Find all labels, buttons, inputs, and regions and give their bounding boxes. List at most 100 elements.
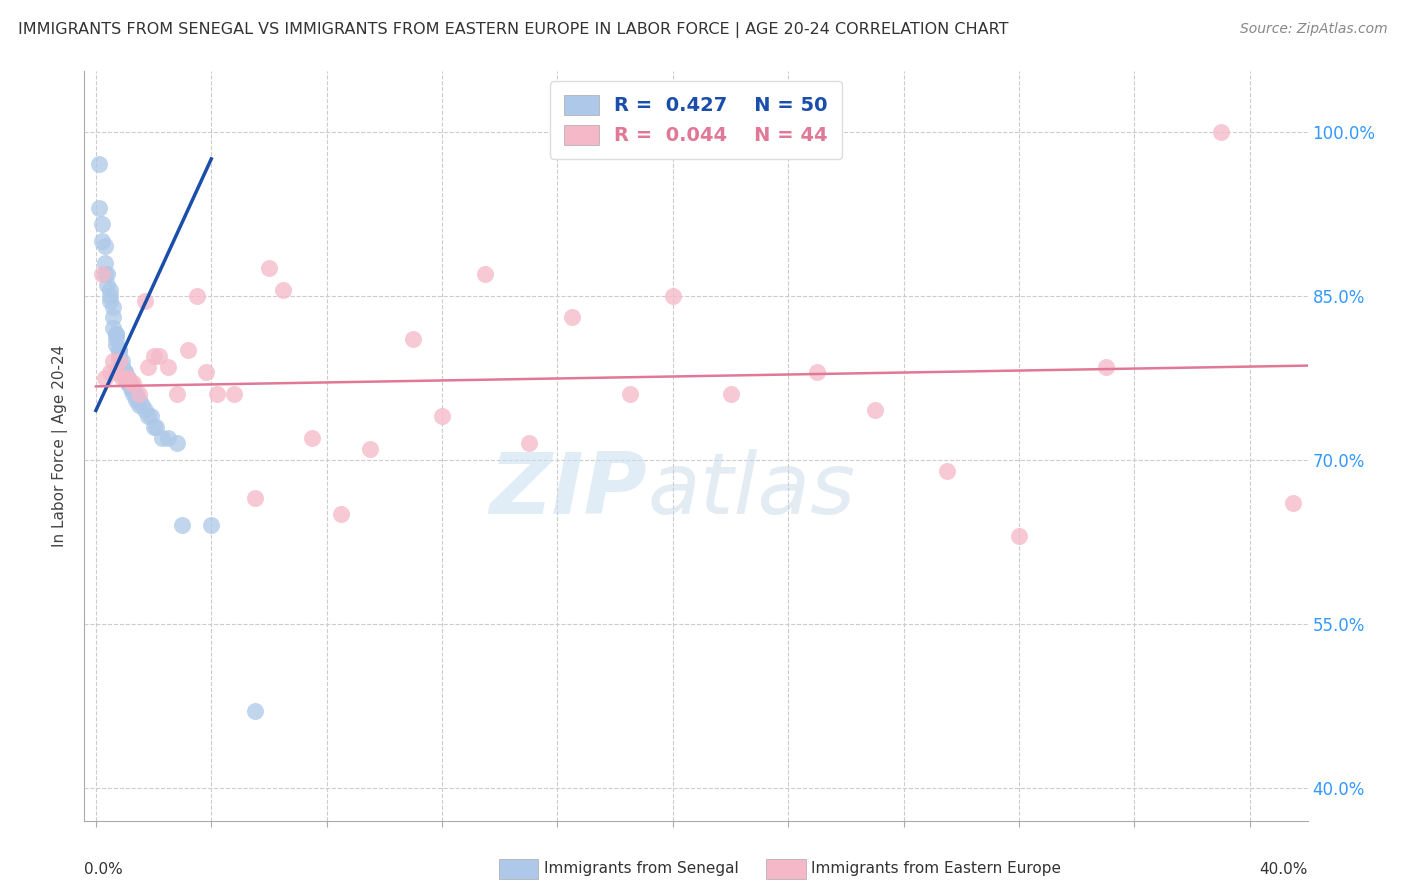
Point	[108, 343, 131, 358]
Point	[87, 157, 110, 171]
Point	[720, 387, 742, 401]
Point	[194, 365, 217, 379]
Text: IMMIGRANTS FROM SENEGAL VS IMMIGRANTS FROM EASTERN EUROPE IN LABOR FORCE | AGE 2: IMMIGRANTS FROM SENEGAL VS IMMIGRANTS FR…	[18, 22, 1008, 38]
Point	[561, 310, 583, 325]
Point	[474, 267, 496, 281]
Text: Immigrants from Eastern Europe: Immigrants from Eastern Europe	[811, 862, 1062, 876]
Point	[1094, 359, 1116, 374]
Point	[517, 436, 540, 450]
Point	[186, 288, 208, 302]
Point	[359, 442, 381, 456]
Text: ZIP: ZIP	[489, 450, 647, 533]
Point	[111, 359, 134, 374]
Point	[93, 370, 115, 384]
Point	[105, 326, 128, 341]
Point	[142, 349, 165, 363]
Point	[200, 518, 222, 533]
Point	[172, 518, 194, 533]
Point	[142, 420, 165, 434]
Point	[134, 294, 156, 309]
Point	[273, 283, 295, 297]
Y-axis label: In Labor Force | Age 20-24: In Labor Force | Age 20-24	[52, 345, 69, 547]
Point	[111, 370, 134, 384]
Point	[98, 288, 121, 302]
Point	[166, 387, 188, 401]
Point	[257, 261, 280, 276]
Point	[139, 409, 162, 423]
Point	[662, 288, 685, 302]
Point	[120, 376, 142, 390]
Point	[108, 354, 131, 368]
Point	[90, 267, 112, 281]
Point	[148, 349, 170, 363]
Text: 40.0%: 40.0%	[1260, 863, 1308, 878]
Point	[134, 403, 156, 417]
Point	[117, 376, 139, 390]
Point	[145, 420, 167, 434]
Point	[136, 409, 159, 423]
Point	[93, 267, 115, 281]
Point	[122, 382, 145, 396]
Point	[243, 491, 266, 505]
Point	[105, 326, 128, 341]
Point	[114, 365, 136, 379]
Point	[103, 321, 125, 335]
Point	[131, 398, 153, 412]
Point	[98, 365, 121, 379]
Point	[125, 387, 148, 401]
Point	[122, 387, 145, 401]
Point	[125, 392, 148, 407]
Point	[105, 338, 128, 352]
Point	[105, 365, 128, 379]
Point	[224, 387, 246, 401]
Point	[114, 370, 136, 384]
Point	[205, 387, 228, 401]
Point	[301, 431, 323, 445]
Point	[863, 403, 886, 417]
Point	[122, 376, 145, 390]
Point	[108, 343, 131, 358]
Point	[96, 267, 118, 281]
Point	[136, 359, 159, 374]
Point	[103, 300, 125, 314]
Point	[103, 310, 125, 325]
Point	[1008, 529, 1031, 543]
Point	[150, 431, 173, 445]
Point	[619, 387, 641, 401]
Point	[117, 370, 139, 384]
Point	[430, 409, 453, 423]
Point	[93, 239, 115, 253]
Point	[936, 464, 959, 478]
Point	[93, 256, 115, 270]
Point	[108, 349, 131, 363]
Text: 0.0%: 0.0%	[84, 863, 124, 878]
Point	[90, 218, 112, 232]
Point	[128, 398, 150, 412]
Point	[117, 376, 139, 390]
Point	[806, 365, 828, 379]
Point	[1282, 496, 1305, 510]
Point	[96, 277, 118, 292]
Text: Source: ZipAtlas.com: Source: ZipAtlas.com	[1240, 22, 1388, 37]
Point	[177, 343, 200, 358]
Point	[166, 436, 188, 450]
Point	[114, 370, 136, 384]
Point	[243, 704, 266, 718]
Point	[402, 332, 425, 346]
Point	[157, 431, 180, 445]
Legend: R =  0.427    N = 50, R =  0.044    N = 44: R = 0.427 N = 50, R = 0.044 N = 44	[550, 81, 842, 159]
Point	[128, 387, 150, 401]
Point	[103, 354, 125, 368]
Point	[157, 359, 180, 374]
Point	[87, 201, 110, 215]
Point	[98, 294, 121, 309]
Point	[98, 283, 121, 297]
Text: atlas: atlas	[647, 450, 855, 533]
Point	[105, 332, 128, 346]
Point	[114, 365, 136, 379]
Point	[120, 382, 142, 396]
Point	[90, 234, 112, 248]
Text: Immigrants from Senegal: Immigrants from Senegal	[544, 862, 740, 876]
Point	[120, 376, 142, 390]
Point	[111, 354, 134, 368]
